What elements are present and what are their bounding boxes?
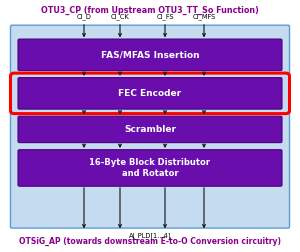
Text: Scrambler: Scrambler <box>124 125 176 134</box>
FancyBboxPatch shape <box>11 25 290 228</box>
Text: 16-Byte Block Distributor
and Rotator: 16-Byte Block Distributor and Rotator <box>89 158 211 178</box>
Text: OTSiG_AP (towards downstream E-to-O Conversion circuitry): OTSiG_AP (towards downstream E-to-O Conv… <box>19 237 281 246</box>
FancyBboxPatch shape <box>18 78 282 109</box>
FancyBboxPatch shape <box>18 39 282 71</box>
Text: CI_CK: CI_CK <box>111 13 129 20</box>
Text: FAS/MFAS Insertion: FAS/MFAS Insertion <box>101 50 199 59</box>
Text: AI_PLD[1...4]: AI_PLD[1...4] <box>129 232 171 239</box>
FancyBboxPatch shape <box>18 150 282 186</box>
Text: OTU3_CP (from Upstream OTU3_TT_So Function): OTU3_CP (from Upstream OTU3_TT_So Functi… <box>41 6 259 15</box>
Text: CI_MFS: CI_MFS <box>192 13 216 20</box>
Text: FEC Encoder: FEC Encoder <box>118 89 182 98</box>
Text: CI_D: CI_D <box>76 13 92 20</box>
Text: CI_FS: CI_FS <box>156 13 174 20</box>
FancyBboxPatch shape <box>18 116 282 143</box>
